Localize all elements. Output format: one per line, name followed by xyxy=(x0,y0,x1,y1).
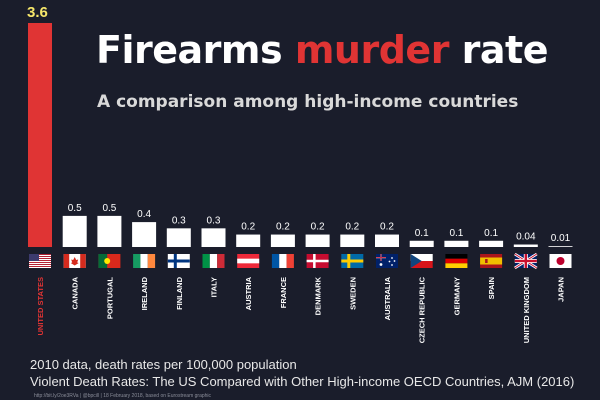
finland-flag-icon xyxy=(167,254,190,268)
category-label-portugal: PORTUGAL xyxy=(105,277,114,320)
germany-flag-icon xyxy=(445,254,468,268)
canada-flag-icon xyxy=(63,254,86,268)
value-label-ireland: 0.4 xyxy=(137,209,151,220)
bar-united-kingdom xyxy=(513,244,538,247)
bar-denmark xyxy=(305,234,330,247)
source-note: Violent Death Rates: The US Compared wit… xyxy=(30,374,575,389)
us-flag-icon xyxy=(29,254,51,268)
bars-group xyxy=(28,23,573,247)
category-label-austria: AUSTRIA xyxy=(244,276,253,310)
bar-germany xyxy=(444,240,469,247)
title-part2: rate xyxy=(448,28,549,72)
title-accent: murder xyxy=(294,28,450,72)
category-label-canada: CANADA xyxy=(71,276,80,309)
austria-flag-icon xyxy=(237,254,260,268)
bar-austria xyxy=(236,234,261,247)
value-label-united-kingdom: 0.04 xyxy=(516,232,536,243)
category-label-czech-republic: CZECH REPUBLIC xyxy=(418,276,427,343)
data-note: 2010 data, death rates per 100,000 popul… xyxy=(30,357,297,372)
bar-australia xyxy=(375,234,399,247)
value-labels-group: 3.6 0.5 0.5 0.4 0.3 0.3 0.2 0.2 0.2 0.2 0.2 0.1 0.1 0… xyxy=(27,4,571,244)
sweden-flag-icon xyxy=(341,254,364,268)
category-label-france: FRANCE xyxy=(279,277,288,308)
bar-spain xyxy=(479,240,504,247)
value-label-denmark: 0.2 xyxy=(311,222,325,233)
italy-flag-icon xyxy=(202,254,225,268)
portugal-flag-icon xyxy=(98,254,121,268)
bar-france xyxy=(270,234,295,247)
bar-sweden xyxy=(340,234,365,247)
category-label-finland: FINLAND xyxy=(175,276,184,309)
japan-flag-icon xyxy=(549,254,572,268)
value-label-italy: 0.3 xyxy=(207,215,221,226)
uk-flag-icon xyxy=(514,252,538,270)
category-label-denmark: DENMARK xyxy=(314,276,323,315)
category-label-australia: AUSTRALIA xyxy=(383,276,392,320)
value-label-portugal: 0.5 xyxy=(102,203,116,214)
value-label-australia: 0.2 xyxy=(380,222,394,233)
spain-flag-icon xyxy=(480,254,503,268)
bar-finland xyxy=(166,228,191,247)
bar-united-states xyxy=(28,23,52,247)
value-label-canada: 0.5 xyxy=(68,203,82,214)
title-part1: Firearms xyxy=(96,28,295,72)
value-label-sweden: 0.2 xyxy=(345,222,359,233)
bar-japan xyxy=(548,246,573,247)
bar-portugal xyxy=(97,215,122,247)
value-label-united-states: 3.6 xyxy=(27,4,48,21)
bar-czech-republic xyxy=(409,240,434,247)
value-label-czech-republic: 0.1 xyxy=(415,228,429,239)
value-label-austria: 0.2 xyxy=(241,222,255,233)
category-label-united-states: UNITED STATES xyxy=(36,277,45,335)
value-label-germany: 0.1 xyxy=(449,228,463,239)
france-flag-icon xyxy=(271,254,294,268)
bar-italy xyxy=(201,228,226,247)
value-label-france: 0.2 xyxy=(276,222,290,233)
category-label-ireland: IRELAND xyxy=(140,276,149,310)
bar-ireland xyxy=(132,222,157,247)
flags-group xyxy=(29,252,572,270)
chart-title: Firearms murder rate xyxy=(96,28,549,72)
chart-subtitle: A comparison among high-income countries xyxy=(97,92,519,112)
footer-credit: http://bit.ly/2oe3RVa | @bpcill | 18 Feb… xyxy=(34,393,212,399)
czech-flag-icon xyxy=(410,254,433,268)
bar-canada xyxy=(62,215,87,247)
value-label-finland: 0.3 xyxy=(172,215,186,226)
category-label-spain: SPAIN xyxy=(487,277,496,299)
category-label-sweden: SWEDEN xyxy=(348,277,357,310)
category-label-japan: JAPAN xyxy=(557,277,566,302)
category-label-germany: GERMANY xyxy=(452,277,461,315)
australia-flag-icon xyxy=(376,254,398,268)
value-label-japan: 0.01 xyxy=(551,233,571,244)
denmark-flag-icon xyxy=(306,254,329,268)
category-label-united-kingdom: UNITED KINGDOM xyxy=(522,277,531,343)
value-label-spain: 0.1 xyxy=(484,228,498,239)
category-labels-group: UNITED STATES CANADA PORTUGAL IRELAND FINLAN… xyxy=(36,276,566,343)
ireland-flag-icon xyxy=(133,254,156,268)
category-label-italy: ITALY xyxy=(210,277,219,297)
